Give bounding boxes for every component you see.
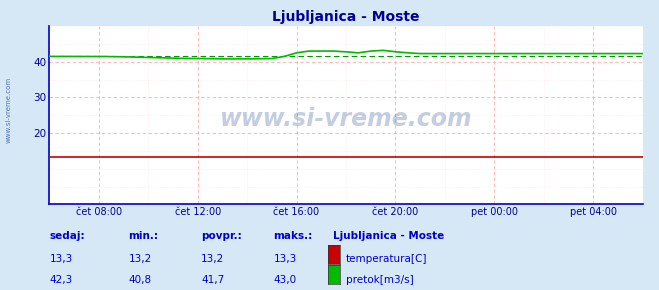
Text: 40,8: 40,8 <box>129 275 152 285</box>
Text: 13,2: 13,2 <box>201 254 224 264</box>
Text: 43,0: 43,0 <box>273 275 297 285</box>
Text: www.si-vreme.com: www.si-vreme.com <box>219 107 473 131</box>
Text: 42,3: 42,3 <box>49 275 72 285</box>
Text: 13,2: 13,2 <box>129 254 152 264</box>
Text: min.:: min.: <box>129 231 159 241</box>
Text: 13,3: 13,3 <box>273 254 297 264</box>
Text: 41,7: 41,7 <box>201 275 224 285</box>
Text: sedaj:: sedaj: <box>49 231 85 241</box>
Text: 13,3: 13,3 <box>49 254 72 264</box>
Text: povpr.:: povpr.: <box>201 231 242 241</box>
Text: temperatura[C]: temperatura[C] <box>346 254 428 264</box>
Title: Ljubljanica - Moste: Ljubljanica - Moste <box>272 10 420 23</box>
Text: www.si-vreme.com: www.si-vreme.com <box>5 77 11 143</box>
Text: maks.:: maks.: <box>273 231 313 241</box>
Text: Ljubljanica - Moste: Ljubljanica - Moste <box>333 231 444 241</box>
Text: pretok[m3/s]: pretok[m3/s] <box>346 275 414 285</box>
